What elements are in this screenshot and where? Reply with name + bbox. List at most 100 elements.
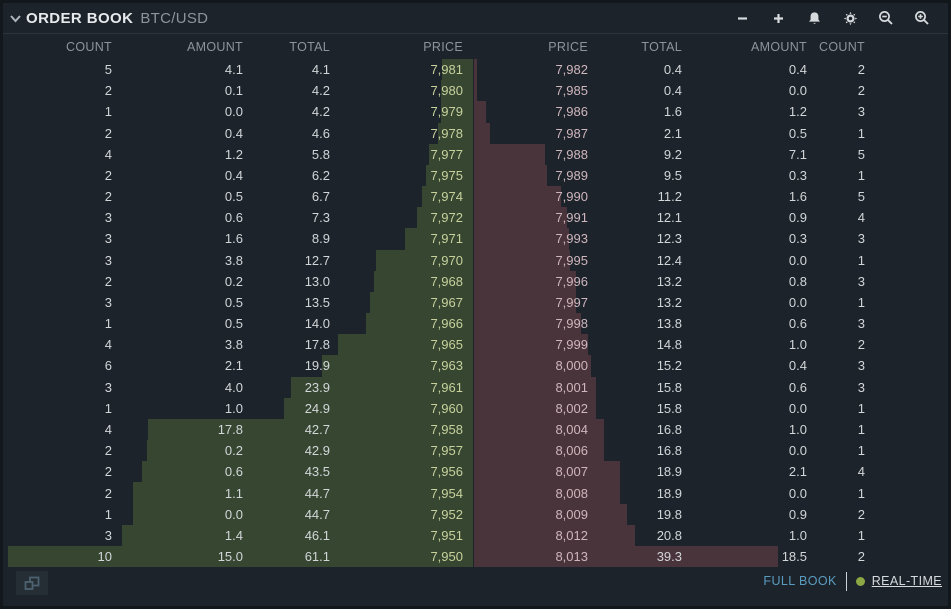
ask-depth-bar (474, 418, 604, 441)
bid-row[interactable]: 2 0.4 4.6 7,978 (8, 122, 473, 144)
bid-amount: 0.0 (224, 104, 243, 120)
bid-amount: 1.4 (224, 527, 243, 543)
full-book-toggle[interactable]: FULL BOOK (763, 574, 837, 588)
bid-row[interactable]: 1 0.5 14.0 7,966 (8, 313, 473, 335)
bid-price: 7,971 (430, 231, 463, 247)
bid-depth-bar (132, 482, 473, 504)
asks-header-price: PRICE (548, 40, 588, 54)
decrease-precision-minus-icon[interactable] (734, 10, 750, 26)
bid-row[interactable]: 4 17.8 42.7 7,958 (8, 418, 473, 441)
ask-row[interactable]: 7,982 0.4 0.4 2 (474, 59, 946, 81)
bid-row[interactable]: 2 1.1 44.7 7,954 (8, 482, 473, 504)
bid-row[interactable]: 10 15.0 61.1 7,950 (8, 545, 473, 568)
ask-price: 8,004 (555, 422, 588, 437)
ask-price: 7,991 (555, 210, 588, 226)
ask-count: 3 (857, 104, 865, 120)
alerts-bell-icon[interactable] (806, 10, 822, 26)
bid-depth-bar (122, 524, 473, 546)
ask-amount: 2.1 (788, 464, 807, 480)
ask-price: 7,999 (555, 337, 588, 353)
bid-row[interactable]: 3 0.6 7.3 7,972 (8, 207, 473, 229)
realtime-toggle[interactable]: REAL-TIME (855, 574, 942, 588)
bid-row[interactable]: 2 0.5 6.7 7,974 (8, 186, 473, 208)
bid-row[interactable]: 3 1.4 46.1 7,951 (8, 524, 473, 546)
bid-depth-bar (422, 186, 473, 208)
ask-depth-bar (474, 228, 569, 250)
bid-row[interactable]: 3 3.8 12.7 7,970 (8, 249, 473, 271)
ask-row[interactable]: 8,009 19.8 0.9 2 (474, 503, 946, 525)
ask-row[interactable]: 7,985 0.4 0.0 2 (474, 80, 946, 102)
increase-precision-plus-icon[interactable] (770, 10, 786, 26)
collapse-chevron-down-icon[interactable] (8, 11, 23, 26)
bid-total: 46.1 (304, 527, 330, 543)
bid-row[interactable]: 3 4.0 23.9 7,961 (8, 376, 473, 398)
bid-row[interactable]: 2 0.2 42.9 7,957 (8, 440, 473, 462)
bid-row[interactable]: 1 1.0 24.9 7,960 (8, 397, 473, 419)
asks-header-amount: AMOUNT (751, 40, 807, 54)
bid-row[interactable]: 2 0.1 4.2 7,980 (8, 80, 473, 102)
bid-row[interactable]: 1 0.0 44.7 7,952 (8, 503, 473, 525)
ask-row[interactable]: 8,012 20.8 1.0 1 (474, 524, 946, 546)
bid-amount: 17.8 (217, 422, 243, 437)
ask-price: 8,001 (555, 379, 588, 395)
ask-row[interactable]: 8,007 18.9 2.1 4 (474, 461, 946, 483)
bid-depth-bar (438, 122, 473, 144)
ask-row[interactable]: 7,998 13.8 0.6 3 (474, 313, 946, 335)
footer-divider (845, 571, 847, 591)
bid-amount: 0.5 (224, 294, 243, 310)
bid-row[interactable]: 3 1.6 8.9 7,971 (8, 228, 473, 250)
bid-count: 2 (104, 273, 112, 289)
ask-amount: 1.6 (788, 189, 807, 205)
zoom-out-icon[interactable] (878, 10, 894, 26)
ask-row[interactable]: 7,988 9.2 7.1 5 (474, 143, 946, 165)
ask-row[interactable]: 7,995 12.4 0.0 1 (474, 249, 946, 271)
bid-depth-bar (374, 270, 473, 292)
bid-row[interactable]: 4 1.2 5.8 7,977 (8, 143, 473, 165)
ask-total: 12.3 (656, 231, 682, 247)
ask-row[interactable]: 8,006 16.8 0.0 1 (474, 440, 946, 462)
bid-row[interactable]: 2 0.6 43.5 7,956 (8, 461, 473, 483)
ask-row[interactable]: 7,991 12.1 0.9 4 (474, 207, 946, 229)
ask-row[interactable]: 8,000 15.2 0.4 3 (474, 355, 946, 377)
ask-row[interactable]: 7,986 1.6 1.2 3 (474, 101, 946, 123)
settings-gear-icon[interactable] (842, 10, 858, 26)
ask-row[interactable]: 7,987 2.1 0.5 1 (474, 122, 946, 144)
asks-header-count: COUNT (819, 40, 865, 54)
ask-total: 15.8 (656, 379, 682, 395)
bid-row[interactable]: 1 0.0 4.2 7,979 (8, 101, 473, 123)
ask-price: 7,982 (555, 62, 588, 78)
ask-total: 2.1 (663, 125, 682, 141)
ask-row[interactable]: 8,004 16.8 1.0 1 (474, 418, 946, 441)
bid-row[interactable]: 2 0.4 6.2 7,975 (8, 164, 473, 187)
zoom-in-icon[interactable] (914, 10, 930, 26)
bid-row[interactable]: 5 4.1 4.1 7,981 (8, 59, 473, 81)
ask-row[interactable]: 7,999 14.8 1.0 2 (474, 334, 946, 356)
bid-row[interactable]: 6 2.1 19.9 7,963 (8, 355, 473, 377)
ask-row[interactable]: 8,013 39.3 18.5 2 (474, 545, 946, 568)
ask-row[interactable]: 7,997 13.2 0.0 1 (474, 291, 946, 314)
ask-count: 1 (857, 485, 865, 501)
ask-total: 0.4 (663, 83, 682, 99)
ask-row[interactable]: 8,002 15.8 0.0 1 (474, 397, 946, 419)
ask-count: 3 (857, 316, 865, 332)
ask-depth-bar (474, 313, 581, 335)
bid-row[interactable]: 3 0.5 13.5 7,967 (8, 291, 473, 314)
ask-total: 13.2 (656, 273, 682, 289)
popout-overlapping-squares-icon (24, 576, 39, 590)
ask-row[interactable]: 7,993 12.3 0.3 3 (474, 228, 946, 250)
ask-count: 1 (857, 422, 865, 437)
bid-row[interactable]: 2 0.2 13.0 7,968 (8, 270, 473, 292)
bid-depth-bar (428, 143, 473, 165)
ask-row[interactable]: 7,990 11.2 1.6 5 (474, 186, 946, 208)
bid-count: 2 (104, 83, 112, 99)
ask-row[interactable]: 8,008 18.9 0.0 1 (474, 482, 946, 504)
bid-total: 13.0 (304, 273, 330, 289)
ask-row[interactable]: 7,996 13.2 0.8 3 (474, 270, 946, 292)
ask-row[interactable]: 7,989 9.5 0.3 1 (474, 164, 946, 187)
ask-row[interactable]: 8,001 15.8 0.6 3 (474, 376, 946, 398)
bid-total: 6.7 (311, 189, 330, 205)
popout-window-button[interactable] (16, 571, 48, 595)
pair-symbol: BTC/USD (140, 9, 209, 27)
bid-depth-bar (441, 101, 473, 123)
bid-row[interactable]: 4 3.8 17.8 7,965 (8, 334, 473, 356)
